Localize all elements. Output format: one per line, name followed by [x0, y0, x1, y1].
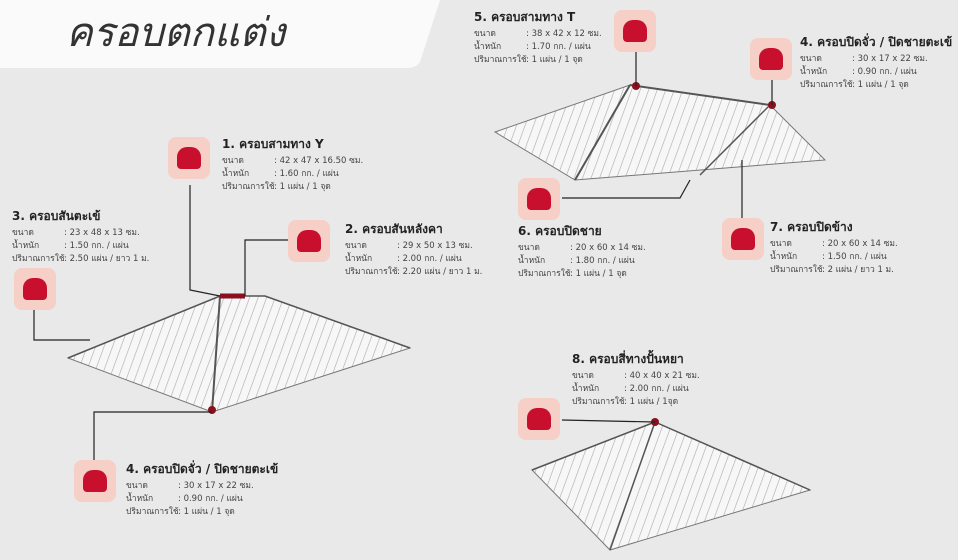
- spec-label: น้ำหนัก: [800, 64, 827, 78]
- spec-value: : 0.90 กก. / แผ่น: [852, 64, 917, 78]
- spec-label: น้ำหนัก: [474, 39, 501, 53]
- icon-shape: [527, 188, 551, 210]
- icon-shape: [177, 147, 201, 169]
- icon-shape: [23, 278, 47, 300]
- spec-value: : 1.60 กก. / แผ่น: [274, 166, 339, 180]
- spec-label: ปริมาณการใช้: [572, 394, 625, 408]
- item-icon: [722, 218, 764, 260]
- spec-value: : 20 x 60 x 14 ซม.: [822, 236, 898, 250]
- spec-value: : 1.70 กก. / แผ่น: [526, 39, 591, 53]
- spec-label: ปริมาณการใช้: [126, 504, 179, 518]
- spec-value: : 40 x 40 x 21 ซม.: [624, 368, 700, 382]
- spec-value: : 30 x 17 x 22 ซม.: [178, 478, 254, 492]
- spec-value: : 0.90 กก. / แผ่น: [178, 491, 243, 505]
- item-icon: [14, 268, 56, 310]
- spec-value: : 2.00 กก. / แผ่น: [397, 251, 462, 265]
- item-icon: [518, 398, 560, 440]
- spec-value: : 2.50 แผ่น / ยาว 1 ม.: [64, 251, 149, 265]
- spec-value: : 42 x 47 x 16.50 ซม.: [274, 153, 363, 167]
- item-icon: [518, 178, 560, 220]
- spec-label: ขนาด: [345, 238, 367, 252]
- item-name: 2. ครอบสันหลังคา: [345, 220, 443, 239]
- item-name: 3. ครอบสันตะเข้: [12, 207, 100, 226]
- spec-label: น้ำหนัก: [572, 381, 599, 395]
- icon-shape: [759, 48, 783, 70]
- spec-label: ขนาด: [800, 51, 822, 65]
- item-name: 7. ครอบปิดข้าง: [770, 218, 853, 237]
- item-icon: [74, 460, 116, 502]
- spec-value: : 2.00 กก. / แผ่น: [624, 381, 689, 395]
- item-name: 5. ครอบสามทาง T: [474, 8, 575, 27]
- spec-label: น้ำหนัก: [345, 251, 372, 265]
- spec-value: : 2 แผ่น / ยาว 1 ม.: [822, 262, 894, 276]
- spec-value: : 1 แผ่น / 1 จุด: [852, 77, 909, 91]
- spec-label: ขนาด: [518, 240, 540, 254]
- spec-value: : 29 x 50 x 13 ซม.: [397, 238, 473, 252]
- icon-shape: [623, 20, 647, 42]
- spec-value: : 30 x 17 x 22 ซม.: [852, 51, 928, 65]
- spec-label: น้ำหนัก: [518, 253, 545, 267]
- spec-value: : 1 แผ่น / 1 จุด: [570, 266, 627, 280]
- icon-shape: [297, 230, 321, 252]
- spec-label: ปริมาณการใช้: [518, 266, 571, 280]
- item-icon: [614, 10, 656, 52]
- spec-label: ขนาด: [770, 236, 792, 250]
- spec-label: น้ำหนัก: [126, 491, 153, 505]
- spec-label: ขนาด: [474, 26, 496, 40]
- title: ครอบตกแต่ง: [66, 0, 285, 64]
- roof: [68, 296, 410, 412]
- page: ครอบตกแต่ง 1. ครอบสามทาง Yขนาด: 42 x 47 …: [0, 0, 958, 560]
- spec-label: ปริมาณการใช้: [800, 77, 853, 91]
- item-name: 4. ครอบปิดจั่ว / ปิดชายตะเข้: [800, 33, 952, 52]
- spec-value: : 1.50 กก. / แผ่น: [64, 238, 129, 252]
- item-name: 8. ครอบสี่ทางปั้นหยา: [572, 350, 684, 369]
- item-icon: [750, 38, 792, 80]
- spec-value: : 1.80 กก. / แผ่น: [570, 253, 635, 267]
- spec-value: : 38 x 42 x 12 ซม.: [526, 26, 602, 40]
- spec-value: : 23 x 48 x 13 ซม.: [64, 225, 140, 239]
- icon-shape: [83, 470, 107, 492]
- item-icon: [288, 220, 330, 262]
- roof: [532, 422, 810, 550]
- spec-label: ขนาด: [126, 478, 148, 492]
- item-name: 6. ครอบปิดชาย: [518, 222, 602, 241]
- spec-value: : 1.50 กก. / แผ่น: [822, 249, 887, 263]
- spec-label: ปริมาณการใช้: [222, 179, 275, 193]
- spec-label: ขนาด: [12, 225, 34, 239]
- spec-value: : 1 แผ่น / 1 จุด: [526, 52, 583, 66]
- item-icon: [168, 137, 210, 179]
- icon-shape: [731, 228, 755, 250]
- spec-label: ขนาด: [222, 153, 244, 167]
- spec-label: ขนาด: [572, 368, 594, 382]
- item-name: 1. ครอบสามทาง Y: [222, 135, 324, 154]
- icon-shape: [527, 408, 551, 430]
- spec-label: ปริมาณการใช้: [12, 251, 65, 265]
- spec-label: ปริมาณการใช้: [770, 262, 823, 276]
- spec-value: : 1 แผ่น / 1 จุด: [274, 179, 331, 193]
- spec-label: ปริมาณการใช้: [345, 264, 398, 278]
- spec-value: : 2.20 แผ่น / ยาว 1 ม.: [397, 264, 482, 278]
- roof: [495, 85, 825, 180]
- item-name: 4. ครอบปิดจั่ว / ปิดชายตะเข้: [126, 460, 278, 479]
- spec-label: น้ำหนัก: [770, 249, 797, 263]
- spec-value: : 1 แผ่น / 1จุด: [624, 394, 678, 408]
- spec-label: ปริมาณการใช้: [474, 52, 527, 66]
- spec-value: : 1 แผ่น / 1 จุด: [178, 504, 235, 518]
- spec-label: น้ำหนัก: [222, 166, 249, 180]
- spec-label: น้ำหนัก: [12, 238, 39, 252]
- spec-value: : 20 x 60 x 14 ซม.: [570, 240, 646, 254]
